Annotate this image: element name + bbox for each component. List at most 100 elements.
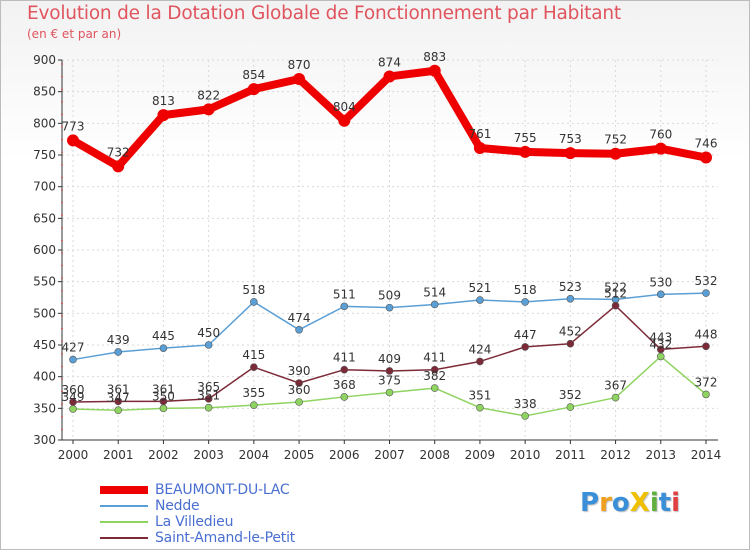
proxiti-logo: ProXiti [580, 488, 680, 518]
y-tick-label: 900 [33, 53, 56, 67]
data-label-la-villedieu: 351 [197, 389, 220, 403]
logo-letter: P [580, 488, 600, 518]
data-label-saint-amand-le-petit: 409 [378, 352, 401, 366]
data-point-la-villedieu [340, 393, 349, 401]
data-label-nedde: 530 [649, 275, 672, 289]
data-label-nedde: 518 [242, 283, 265, 297]
data-point-saint-amand-le-petit [295, 379, 303, 387]
data-point-la-villedieu [566, 403, 575, 411]
data-point-beaumont-du-lac [67, 134, 79, 147]
x-tick-label: 2007 [374, 448, 405, 462]
data-point-saint-amand-le-petit [430, 365, 439, 374]
x-tick-label: 2006 [329, 448, 360, 462]
data-point-la-villedieu [521, 412, 529, 420]
legend-swatch [100, 521, 148, 523]
data-label-beaumont-du-lac: 753 [559, 132, 582, 146]
data-point-saint-amand-le-petit [521, 343, 529, 351]
data-point-saint-amand-le-petit [476, 357, 484, 366]
legend-swatch [100, 505, 148, 507]
data-label-nedde: 509 [378, 289, 401, 303]
data-point-saint-amand-le-petit [250, 363, 258, 371]
data-point-nedde [250, 298, 258, 306]
data-point-beaumont-du-lac [247, 83, 260, 96]
logo-letter: X [629, 488, 650, 518]
data-label-beaumont-du-lac: 732 [107, 145, 130, 159]
data-label-nedde: 450 [197, 326, 220, 340]
data-point-saint-amand-le-petit [385, 367, 394, 375]
y-tick-label: 400 [33, 370, 56, 384]
data-point-saint-amand-le-petit [566, 339, 575, 348]
data-point-nedde [295, 325, 303, 334]
x-tick-label: 2009 [465, 448, 496, 462]
data-point-saint-amand-le-petit [69, 398, 77, 406]
data-label-saint-amand-le-petit: 415 [242, 348, 265, 362]
data-point-beaumont-du-lac [157, 109, 170, 122]
data-point-nedde [69, 355, 77, 364]
data-label-nedde: 518 [514, 283, 537, 297]
x-tick-label: 2005 [284, 448, 315, 462]
data-point-beaumont-du-lac [700, 151, 712, 164]
data-label-beaumont-du-lac: 854 [242, 68, 265, 82]
data-label-la-villedieu: 349 [62, 390, 85, 404]
data-point-nedde [114, 348, 123, 356]
data-label-la-villedieu: 338 [514, 397, 537, 411]
data-point-saint-amand-le-petit [204, 395, 213, 403]
logo-letter: t [658, 488, 672, 518]
legend-label: La Villedieu [155, 514, 234, 530]
y-tick-label: 450 [33, 338, 56, 352]
logo-letter: i [649, 488, 659, 518]
logo-letter: i [671, 488, 681, 518]
x-tick-label: 2002 [148, 448, 179, 462]
data-point-nedde [430, 300, 439, 309]
data-point-la-villedieu [295, 398, 303, 406]
data-label-saint-amand-le-petit: 443 [649, 330, 672, 344]
data-label-la-villedieu: 347 [107, 391, 130, 405]
y-tick-label: 700 [33, 180, 56, 194]
data-point-beaumont-du-lac [428, 64, 441, 77]
legend-swatch [100, 486, 148, 494]
data-point-saint-amand-le-petit [702, 342, 710, 351]
data-label-nedde: 445 [152, 329, 175, 343]
data-point-beaumont-du-lac [473, 142, 486, 155]
data-label-beaumont-du-lac: 804 [333, 100, 356, 114]
data-label-nedde: 427 [62, 341, 85, 355]
data-label-la-villedieu: 432 [649, 337, 672, 351]
data-label-beaumont-du-lac: 746 [695, 137, 718, 151]
data-label-saint-amand-le-petit: 424 [468, 342, 491, 356]
data-point-beaumont-du-lac [383, 70, 396, 83]
data-point-nedde [521, 298, 529, 306]
y-tick-label: 550 [33, 275, 56, 289]
y-tick-label: 650 [33, 211, 56, 225]
x-tick-label: 2001 [103, 448, 134, 462]
data-label-la-villedieu: 367 [604, 379, 627, 393]
data-label-saint-amand-le-petit: 448 [695, 327, 718, 341]
data-label-nedde: 514 [423, 285, 446, 299]
data-point-beaumont-du-lac [112, 160, 125, 173]
data-point-la-villedieu [702, 390, 710, 399]
data-label-nedde: 474 [288, 311, 311, 325]
data-label-la-villedieu: 352 [559, 388, 582, 402]
data-label-la-villedieu: 360 [288, 383, 311, 397]
data-label-beaumont-du-lac: 760 [649, 128, 672, 142]
data-point-nedde [204, 341, 213, 349]
data-label-la-villedieu: 350 [152, 389, 175, 403]
y-tick-label: 500 [33, 306, 56, 320]
data-label-saint-amand-le-petit: 452 [559, 325, 582, 339]
data-label-la-villedieu: 382 [423, 369, 446, 383]
data-point-saint-amand-le-petit [340, 365, 349, 374]
x-tick-label: 2004 [239, 448, 270, 462]
data-point-nedde [566, 294, 575, 303]
data-label-beaumont-du-lac: 752 [604, 133, 627, 147]
data-point-nedde [476, 296, 484, 304]
data-point-beaumont-du-lac [609, 147, 622, 160]
data-point-nedde [656, 290, 665, 299]
data-point-la-villedieu [385, 388, 394, 397]
x-tick-label: 2008 [419, 448, 450, 462]
data-label-beaumont-du-lac: 813 [152, 94, 175, 108]
data-point-beaumont-du-lac [654, 142, 667, 155]
data-label-saint-amand-le-petit: 365 [197, 380, 220, 394]
y-tick-label: 300 [33, 433, 56, 447]
data-label-la-villedieu: 351 [468, 389, 491, 403]
data-point-la-villedieu [250, 401, 258, 409]
data-point-beaumont-du-lac [202, 103, 215, 116]
